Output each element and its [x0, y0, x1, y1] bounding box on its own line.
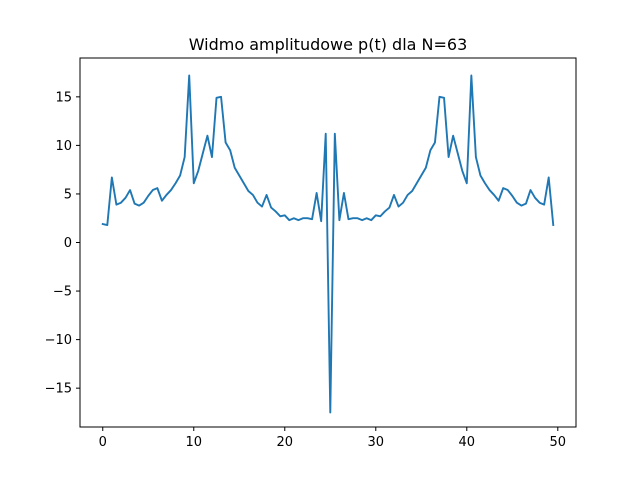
- x-tick-label: 40: [459, 435, 476, 450]
- x-tick-label: 20: [276, 435, 293, 450]
- x-tick-label: 10: [185, 435, 202, 450]
- x-tick-label: 0: [99, 435, 107, 450]
- x-tick-label: 50: [550, 435, 567, 450]
- y-tick-label: 10: [55, 139, 72, 154]
- x-tick-label: 30: [368, 435, 385, 450]
- y-tick-label: −15: [45, 382, 72, 397]
- y-tick-label: −10: [45, 333, 72, 348]
- y-tick-label: 15: [55, 90, 72, 105]
- chart-title: Widmo amplitudowe p(t) dla N=63: [189, 35, 468, 54]
- y-tick-label: 5: [64, 187, 72, 202]
- y-tick-label: −5: [53, 285, 72, 300]
- series-line-0: [101, 74, 555, 414]
- plot-area: 0 10 20 30 40 50 −15 −10 −5 0 5 10 15: [45, 57, 577, 450]
- y-tick-label: 0: [64, 236, 72, 251]
